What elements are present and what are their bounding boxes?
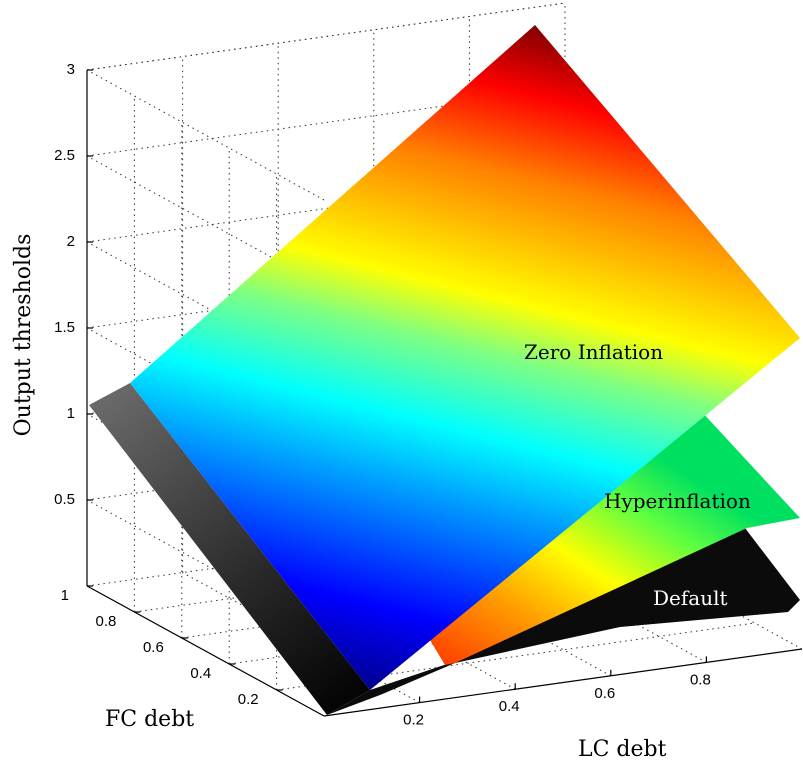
annotation-hyperinflation: Hyperinflation [604, 489, 751, 513]
y-tick-label: 0.2 [238, 691, 259, 708]
grid-line-x [277, 558, 516, 690]
grid-line-top [86, 2, 566, 71]
z-tick-label: 1.5 [54, 319, 75, 336]
y-tick-label: 0.8 [96, 613, 117, 630]
grid-line-x [469, 531, 707, 663]
y-axis-line [86, 585, 325, 717]
y-tick-label: 0.6 [143, 639, 164, 656]
grid-line-y [276, 622, 755, 691]
grey-strip-surface [89, 383, 370, 715]
grid-line-z [86, 69, 325, 201]
axes-lines [86, 69, 803, 717]
y-axis-label: FC debt [105, 707, 194, 732]
z-tick-label: 3 [67, 61, 75, 78]
annotation-zero-inflation: Zero Inflation [524, 340, 663, 364]
z-axis-label: Output thresholds [11, 234, 36, 437]
z-tick-label: 0.5 [54, 491, 75, 508]
x-axis-line [323, 648, 803, 717]
surfaces [89, 25, 800, 715]
grid-line-x [373, 545, 612, 677]
y-tick-label: 1 [61, 587, 69, 604]
x-tick-label: 0.4 [499, 698, 520, 715]
z-tick-label: 2.5 [54, 147, 75, 164]
hyperinflation-surface [430, 397, 800, 665]
x-axis-label: LC debt [578, 737, 667, 762]
y-tick-label: 0.4 [190, 665, 211, 682]
x-tick-label: 0.8 [690, 671, 711, 688]
x-tick-label: 0.6 [594, 685, 615, 702]
x-tick-label: 0.2 [403, 712, 424, 729]
annotation-default: Default [653, 586, 728, 610]
tick-labels: 0.5 1 1.5 2 2.5 3 0.2 0.4 0.6 0.8 0.2 0.4 0.6 0.8 1 [54, 61, 711, 729]
z-tick-label: 2 [67, 233, 75, 250]
grid-line-edge [564, 518, 803, 650]
z-tick-label: 1 [67, 405, 75, 422]
zero-inflation-surface [130, 25, 800, 690]
